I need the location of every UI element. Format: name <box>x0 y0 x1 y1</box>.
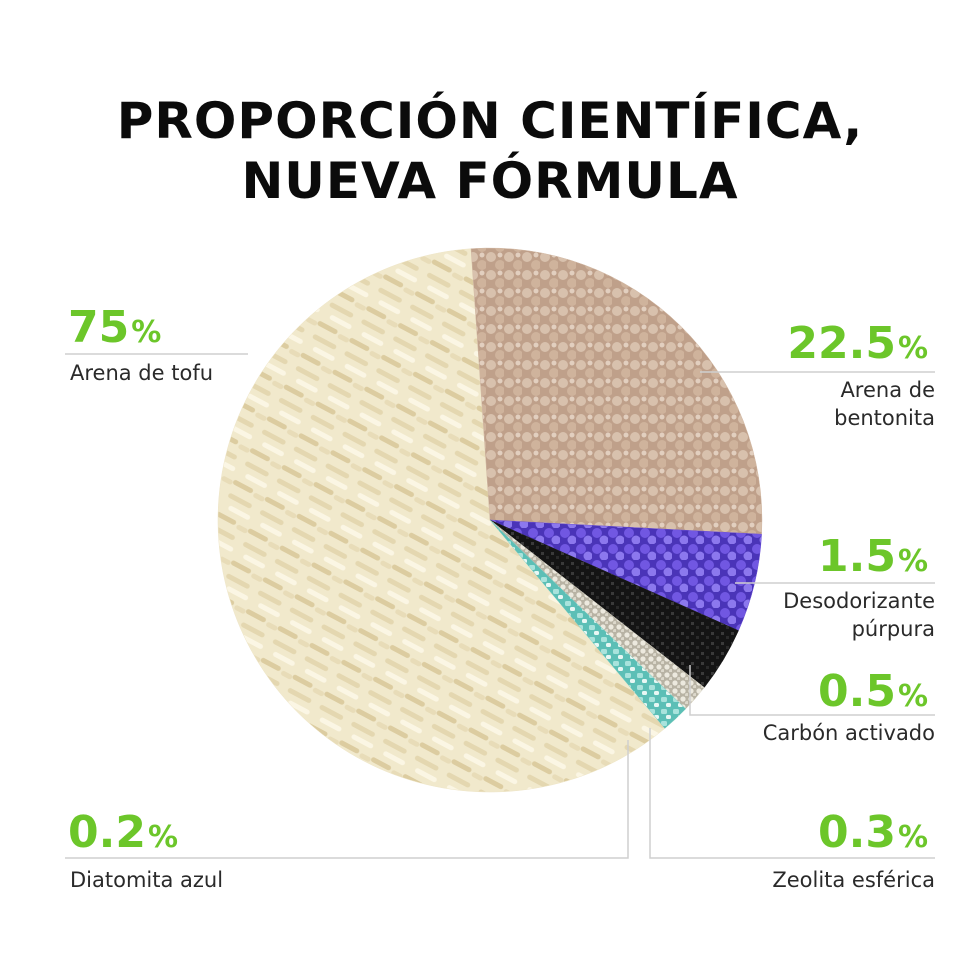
pct-bentonita: 22.5% <box>787 318 928 369</box>
chart-title-line-2: NUEVA FÓRMULA <box>241 152 739 210</box>
label-purpura-line-1: Desodorizante <box>783 589 935 613</box>
pct-purpura: 1.5% <box>817 531 928 582</box>
label-bentonita-line-2: bentonita <box>834 406 935 430</box>
label-diatomita: Diatomita azul <box>70 868 224 892</box>
label-bentonita-line-1: Arena de <box>840 378 935 402</box>
pie-slice-bentonita <box>470 247 763 535</box>
pie-slice-tofu <box>217 248 699 793</box>
leader-line-diatomita <box>65 740 629 859</box>
label-tofu: Arena de tofu <box>70 361 214 385</box>
label-purpura-line-2: púrpura <box>851 617 935 641</box>
chart-title-line-1: PROPORCIÓN CIENTÍFICA, <box>116 92 864 150</box>
label-carbon: Carbón activado <box>762 721 935 745</box>
pie-slices <box>217 247 763 793</box>
label-zeolita: Zeolita esférica <box>772 868 935 892</box>
pct-tofu: 75% <box>68 302 162 353</box>
pct-carbon: 0.5% <box>817 666 928 717</box>
leader-lines <box>65 353 935 859</box>
leader-line-zeolita <box>649 728 935 859</box>
pct-diatomita: 0.2% <box>68 807 179 858</box>
pie-slice-diatomita <box>489 519 687 729</box>
leader-line-carbon <box>689 665 935 716</box>
pct-zeolita: 0.3% <box>817 807 928 858</box>
